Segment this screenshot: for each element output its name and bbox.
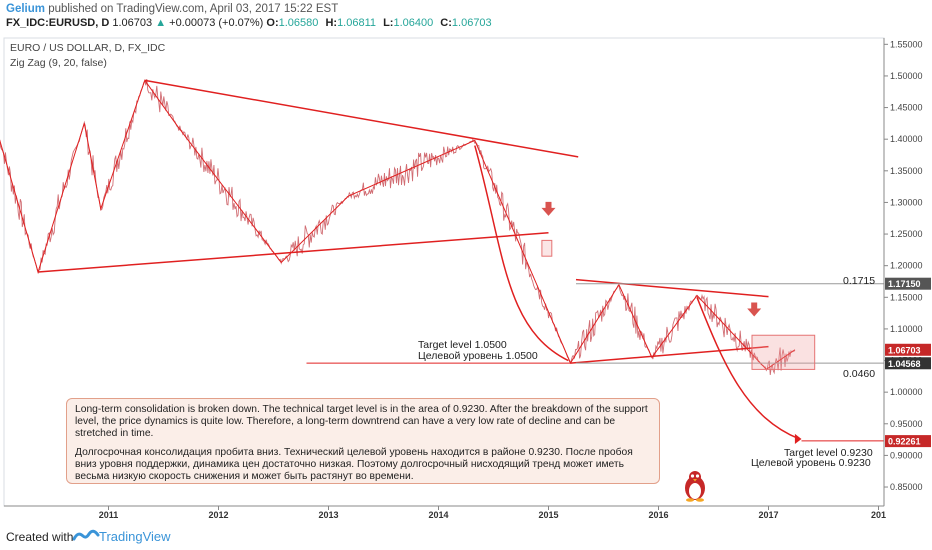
trendline [570,345,769,364]
penguin-icon [685,471,705,502]
price-tag-label: 0.92261 [888,437,921,447]
publish-line: Gelium published on TradingView.com, Apr… [6,3,338,15]
price-tag [885,277,931,290]
projection-arc-2 [696,297,800,440]
created-with-text: Created with [6,530,74,544]
price-change: +0.00073 (+0.07%) [169,17,264,29]
target2-label: Target level 0.9230 [784,447,873,459]
up-triangle-icon: ▲ [155,17,167,29]
projection-arc-1 [474,145,569,362]
author-link[interactable]: Gelium [6,3,45,15]
low-value: 1.06400 [393,17,434,29]
zigzag-line [0,79,796,371]
published-text: published on TradingView.com, April 03, … [48,3,339,15]
x-tick-label: 2015 [538,510,558,520]
y-tick-label: 1.20000 [890,261,923,271]
x-tick-label: 2016 [648,510,668,520]
y-tick-label: 1.45000 [890,103,923,113]
y-tick-label: 0.85000 [890,482,923,492]
high-label: H: [325,17,338,29]
open-value: 1.06580 [278,17,319,29]
y-tick-label: 1.35000 [890,166,923,176]
trendline [144,79,579,158]
y-tick-label: 1.40000 [890,134,923,144]
drawings-layer [0,79,884,445]
x-tick-label: 2013 [318,510,338,520]
open-label: O: [266,17,279,29]
x-tick-label: 201 [871,510,886,520]
trendline [575,278,769,298]
symbol-line: FX_IDC:EURUSD, D 1.06703 ▲ +0.00073 (+0.… [6,17,496,29]
high-value: 1.06811 [337,17,377,29]
note-russian: Долгосрочная консолидация пробита вниз. … [75,447,633,482]
price-tag [885,435,931,448]
target-level-label: Target level 1.0500 [418,339,507,351]
y-tick-label: 1.50000 [890,71,923,81]
x-tick-label: 2017 [758,510,778,520]
price-tag-label: 1.04568 [888,359,921,369]
tradingview-brand-link[interactable]: TradingView [99,529,171,544]
breakout-box-2 [751,334,816,370]
arrowhead [794,433,802,445]
trendline [38,232,549,273]
chart-area[interactable]: 0.850000.900000.950001.000001.050001.100… [0,36,932,522]
target2-label-ru: Целевой уровень 0.9230 [751,457,871,469]
y-tick-label: 1.55000 [890,39,923,49]
footer: Created with TradingView [0,522,932,550]
x-tick-label: 2014 [428,510,448,520]
note-english: Long-term consolidation is broken down. … [75,404,648,439]
chart-title: EURO / US DOLLAR, D, FX_IDC [10,42,166,54]
price-tag-label: 1.06703 [888,345,921,355]
price-series [0,78,796,376]
level-1715-label: 0.1715 [843,275,875,287]
down-arrow-icon [541,201,556,216]
down-arrow-icon [747,302,762,317]
chart-header: Gelium published on TradingView.com, Apr… [0,0,932,36]
level-0460-label: 0.0460 [843,368,875,380]
y-tick-label: 1.25000 [890,229,923,239]
y-tick-label: 1.10000 [890,324,923,334]
price-tag [885,357,931,370]
indicator-label[interactable]: Zig Zag (9, 20, false) [10,57,107,69]
y-tick-label: 0.95000 [890,419,923,429]
chart-axes: 0.850000.900000.950001.000001.050001.100… [4,38,931,520]
tradingview-logo-icon[interactable] [72,527,100,545]
y-tick-label: 1.15000 [890,292,923,302]
y-tick-label: 1.00000 [890,387,923,397]
analysis-note: Long-term consolidation is broken down. … [66,398,660,484]
price-tag-label: 1.17150 [888,279,921,289]
breakout-box-1 [541,239,553,257]
price-tag [885,343,931,356]
price-line [0,78,796,376]
x-tick-label: 2011 [99,510,119,520]
x-tick-label: 2012 [208,510,228,520]
close-label: C: [440,17,452,29]
y-tick-label: 0.90000 [890,450,923,460]
low-label: L: [383,17,394,29]
y-tick-label: 1.30000 [890,197,923,207]
target-level-label-ru: Целевой уровень 1.0500 [418,350,538,362]
last-price: 1.06703 [112,17,153,29]
symbol-name[interactable]: FX_IDC:EURUSD, D [6,17,110,29]
close-value: 1.06703 [451,17,492,29]
